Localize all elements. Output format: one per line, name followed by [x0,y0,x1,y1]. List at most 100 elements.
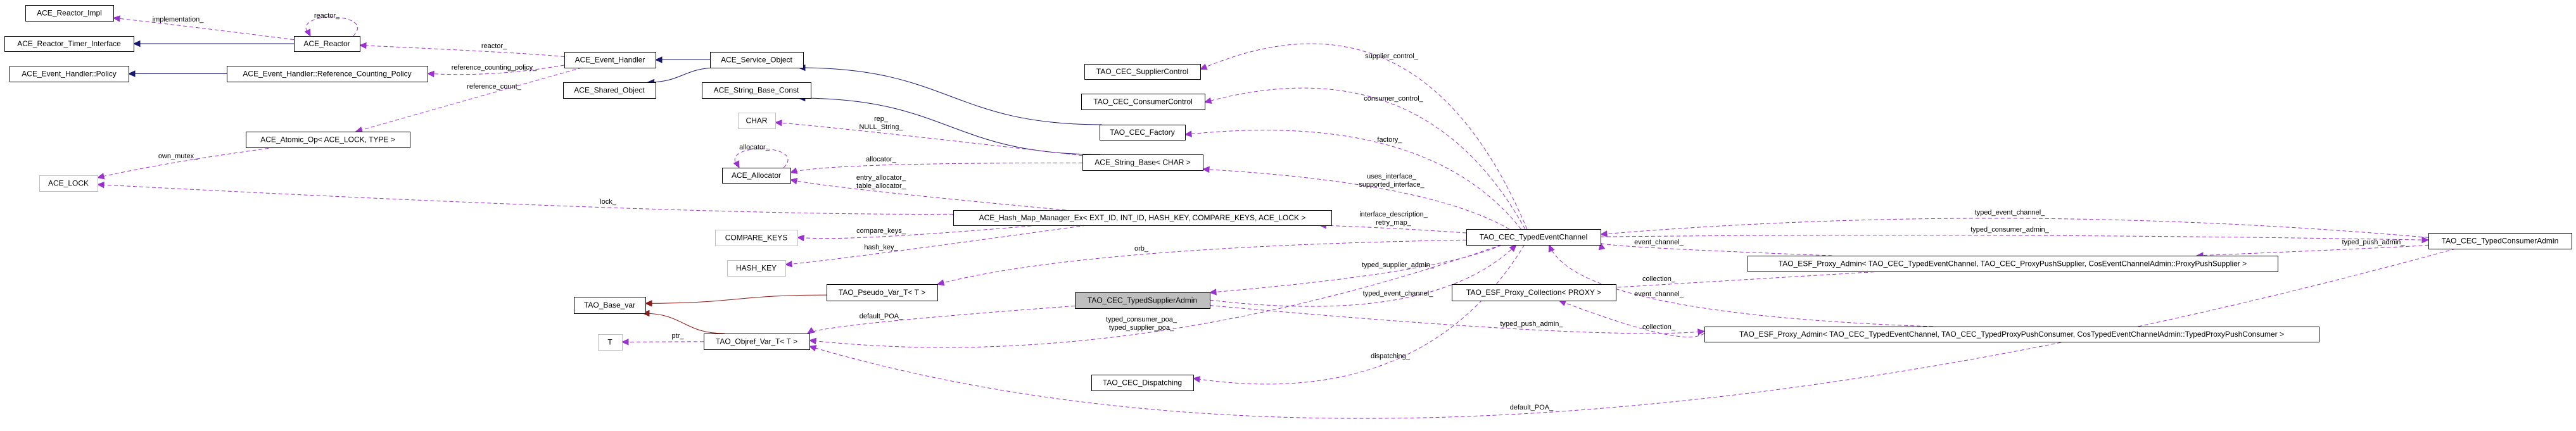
edge-label: entry_allocator_ [856,174,906,182]
class-node-ace-lock[interactable]: ACE_LOCK [39,175,98,192]
class-node-hash-map[interactable]: ACE_Hash_Map_Manager_Ex< EXT_ID, INT_ID,… [953,210,1332,226]
class-box [715,230,798,246]
edge-reactor-to-reactor-impl [112,15,295,41]
arrowhead-icon [807,327,815,334]
arrowhead-icon [127,70,136,77]
edge-line [807,305,1075,334]
edge-label: collection_ [1642,323,1676,331]
edge-hash-map-to-ace-lock [96,181,954,215]
class-node-proxy-admin-consumer[interactable]: TAO_ESF_Proxy_Admin< TAO_CEC_TypedEventC… [1704,327,2319,342]
class-node-dispatching[interactable]: TAO_CEC_Dispatching [1091,375,1194,391]
edge-label: retry_map_ [1376,219,1412,227]
edge-line [305,16,358,37]
edge-label: default_POA_ [860,313,903,320]
edge-atomic-op-to-ace-lock [96,147,276,180]
edge-line [1202,168,1510,230]
edge-line [1200,43,1528,230]
class-box [1091,375,1194,391]
edge-label: typed_push_admin_ [2342,239,2405,246]
edge-line [1600,235,2429,240]
edge-label: own_mutex_ [158,153,198,160]
edge-hash-map-to-hash-key [784,225,1087,268]
class-node-consumer-control[interactable]: TAO_CEC_ConsumerControl [1081,94,1205,110]
class-box [564,52,656,68]
class-node-typed-consumer-admin[interactable]: TAO_CEC_TypedConsumerAdmin [2428,233,2572,249]
edge-layer [96,15,2456,419]
edge-line [1600,218,2429,238]
class-node-string-base-const[interactable]: ACE_String_Base_Const [702,82,811,99]
class-node-shared-object[interactable]: ACE_Shared_Object [563,82,656,99]
edge-line [355,67,582,132]
edge-line [775,122,1083,156]
class-name: TAO_ESF_Proxy_Admin< TAO_CEC_TypedEventC… [1739,330,2284,339]
edge-label: compare_keys_ [856,227,906,235]
edge-label: dispatching_ [1371,353,1411,360]
class-node-typed-supplier-admin[interactable]: TAO_CEC_TypedSupplierAdmin [1075,292,1210,309]
class-node-supplier-control[interactable]: TAO_CEC_SupplierControl [1084,64,1201,80]
class-node-pseudo-var[interactable]: TAO_Pseudo_Var_T< T > [827,284,938,301]
class-node-proxy-collection[interactable]: TAO_ESF_Proxy_Collection< PROXY > [1452,284,1616,301]
class-node-factory[interactable]: TAO_CEC_Factory [1100,125,1186,141]
class-box [25,5,114,22]
arrowhead-icon [1192,376,1201,383]
class-node-reactor[interactable]: ACE_Reactor [294,36,360,52]
edge-event-handler-to-ref-policy [426,65,565,78]
edge-label: ptr_ [672,332,685,340]
arrowhead-icon [621,339,629,346]
arrowhead-icon [426,70,435,78]
class-node-objref-var[interactable]: TAO_Objref_Var_T< T > [704,334,810,350]
edge-line [2197,244,2429,256]
edge-line [790,163,1083,173]
class-node-atomic-op[interactable]: ACE_Atomic_Op< ACE_LOCK, TYPE > [246,132,410,148]
class-node-char[interactable]: CHAR [738,113,776,129]
arrowhead-icon [96,181,105,189]
class-node-service-object[interactable]: ACE_Service_Object [710,52,804,68]
class-node-base-var[interactable]: TAO_Base_var [574,297,646,314]
class-node-proxy-admin-supplier[interactable]: TAO_ESF_Proxy_Admin< TAO_CEC_TypedEventC… [1748,256,2278,272]
edge-label: implementation_ [153,16,205,23]
class-node-eh-policy[interactable]: ACE_Event_Handler::Policy [10,66,129,82]
class-box [727,260,786,277]
edge-label: hash_key_ [864,244,898,251]
class-box [574,297,646,314]
class-box [1452,284,1616,301]
edge-label: collection_ [1642,275,1676,283]
class-node-reactor-timer[interactable]: ACE_Reactor_Timer_Interface [4,36,134,52]
edge-line [937,239,1467,285]
edge-label-layer: implementation_ reactor_ reactor_ reference… [153,12,2406,411]
edge-typed-event-channel-to-objref-var [808,244,1502,348]
class-node-typed-event-channel[interactable]: TAO_CEC_TypedEventChannel [1466,229,1601,246]
edge-label: uses_interface_ [1367,173,1417,180]
edge-typed-event-channel-to-dispatching [1192,244,1525,385]
arrowhead-icon [1199,63,1208,70]
class-node-t[interactable]: T [598,334,623,351]
class-name: ACE_String_Base_Const [714,86,799,95]
class-node-compare-keys[interactable]: COMPARE_KEYS [715,230,798,246]
class-name: TAO_CEC_Dispatching [1103,378,1182,387]
edge-label: default_POA_ [1510,404,1554,411]
edge-typed-event-channel-to-factory [1184,130,1521,230]
class-box [227,66,428,82]
edge-label: event_channel_ [1634,239,1684,246]
class-node-event-handler[interactable]: ACE_Event_Handler [564,52,656,68]
class-node-string-base[interactable]: ACE_String_Base< CHAR > [1082,154,1203,171]
class-box [1704,327,2319,342]
edge-label: reactor_ [481,42,507,50]
edge-label: consumer_control_ [1364,95,1423,103]
class-node-allocator[interactable]: ACE_Allocator [722,168,791,184]
edge-event-handler-to-atomic-op [355,67,582,134]
edge-event-handler-to-reactor [358,42,565,58]
edge-line [797,225,1038,239]
class-name: COMPARE_KEYS [725,234,787,242]
edge-label: typed_consumer_admin_ [1970,226,2049,234]
edge-objref-var-to-t [621,339,704,346]
class-node-ref-policy[interactable]: ACE_Event_Handler::Reference_Counting_Po… [227,66,428,82]
class-node-hash-key[interactable]: HASH_KEY [727,260,786,277]
edge-line [113,17,295,41]
class-box [1100,125,1186,141]
class-node-reactor-impl[interactable]: ACE_Reactor_Impl [25,5,114,22]
edge-typed-event-channel-to-consumer-control [1203,87,1526,230]
arrowhead-icon [1209,289,1217,296]
edge-label: NULL_String_ [859,123,903,131]
edge-label: lock_ [600,198,617,206]
